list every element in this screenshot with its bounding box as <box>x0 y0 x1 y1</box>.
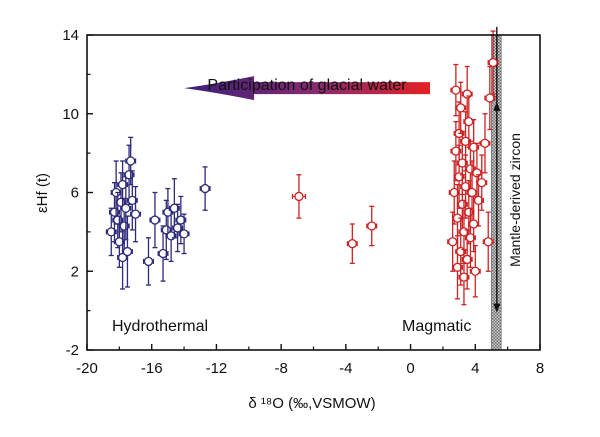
data-marker <box>150 215 160 225</box>
data-marker <box>127 195 137 206</box>
data-point <box>476 154 488 211</box>
data-marker <box>462 89 472 99</box>
data-marker <box>179 229 189 239</box>
data-marker <box>121 203 131 213</box>
data-marker <box>488 57 498 68</box>
data-point <box>199 166 211 211</box>
x-tick-label: 4 <box>471 360 479 377</box>
data-point <box>157 225 169 282</box>
x-axis-title: δ ¹⁸O (‰,VSMOW) <box>248 395 375 412</box>
x-tick-label: -16 <box>141 360 163 377</box>
data-marker <box>294 191 304 202</box>
data-point <box>366 205 378 247</box>
series-magmatic <box>447 30 499 306</box>
data-marker <box>117 179 128 190</box>
data-point <box>126 170 138 231</box>
glacial-water-arrow <box>184 76 430 101</box>
data-point <box>451 183 463 253</box>
data-marker <box>143 256 154 267</box>
x-tick-label: -12 <box>206 360 228 377</box>
data-point <box>175 195 187 245</box>
data-marker <box>469 219 479 229</box>
data-point <box>482 211 494 272</box>
data-point <box>120 176 132 241</box>
data-marker <box>200 183 210 194</box>
data-marker <box>456 103 466 113</box>
data-marker <box>457 158 467 168</box>
y-tick-label: 6 <box>71 185 79 202</box>
data-marker <box>172 223 183 233</box>
y-tick-label: -2 <box>66 342 79 359</box>
data-marker <box>451 85 461 95</box>
data-point <box>142 237 154 286</box>
mantle-arrow-head-up <box>493 101 501 111</box>
data-point <box>346 223 358 265</box>
data-point <box>291 174 307 219</box>
data-marker <box>447 237 458 247</box>
data-point <box>460 154 472 219</box>
data-point <box>125 136 137 186</box>
data-marker <box>122 246 133 257</box>
series-hydrothermal <box>105 136 211 290</box>
y-tick-label: 2 <box>71 263 79 280</box>
data-marker <box>126 156 136 166</box>
data-marker <box>480 138 490 148</box>
data-point <box>468 195 480 253</box>
data-point <box>451 235 463 300</box>
data-point <box>447 211 459 272</box>
data-point <box>455 81 467 135</box>
x-tick-label: -4 <box>339 360 352 377</box>
data-marker <box>462 254 472 265</box>
data-point <box>487 30 499 95</box>
data-marker <box>472 168 482 178</box>
data-point <box>479 113 491 174</box>
y-tick-label: 14 <box>62 27 79 44</box>
data-marker <box>176 215 186 225</box>
x-tick-label: -20 <box>76 360 98 377</box>
y-tick-label: 10 <box>62 106 79 123</box>
y-axis-title: εHf (t) <box>34 173 51 213</box>
arrow-label: Participation of glacial water <box>207 77 407 94</box>
data-point <box>453 144 465 209</box>
data-marker <box>130 209 141 219</box>
mantle-arrow-head-down <box>493 303 501 313</box>
data-marker <box>465 233 476 243</box>
data-marker <box>451 146 461 156</box>
x-tick-label: 8 <box>536 360 544 377</box>
data-marker <box>449 187 459 198</box>
mantle-zircon-label: Mantle-derived zircon <box>507 133 523 267</box>
data-point <box>149 191 161 249</box>
data-marker <box>367 221 377 231</box>
hydrothermal-label: Hydrothermal <box>112 318 208 335</box>
data-marker <box>459 272 469 282</box>
data-marker <box>485 93 495 103</box>
data-point <box>469 245 481 298</box>
data-marker <box>452 262 463 272</box>
data-marker <box>347 239 357 249</box>
data-point <box>448 160 460 225</box>
data-marker <box>483 237 493 247</box>
data-point <box>461 65 473 123</box>
data-marker <box>464 116 474 127</box>
data-point <box>121 215 133 288</box>
data-marker <box>473 195 484 206</box>
data-marker <box>460 181 471 192</box>
data-marker <box>470 266 480 276</box>
data-marker <box>158 248 168 259</box>
data-point <box>130 185 142 243</box>
series-intermediate <box>291 174 378 265</box>
magmatic-label: Magmatic <box>402 318 471 335</box>
data-point <box>484 65 496 131</box>
data-marker <box>114 237 125 247</box>
data-marker <box>477 178 487 188</box>
x-tick-label: 0 <box>406 360 414 377</box>
data-point <box>178 213 190 255</box>
x-tick-label: -8 <box>274 360 287 377</box>
data-marker <box>469 142 479 152</box>
data-marker <box>169 203 180 213</box>
data-marker <box>467 187 477 198</box>
data-point <box>172 203 184 253</box>
data-marker <box>106 227 116 237</box>
